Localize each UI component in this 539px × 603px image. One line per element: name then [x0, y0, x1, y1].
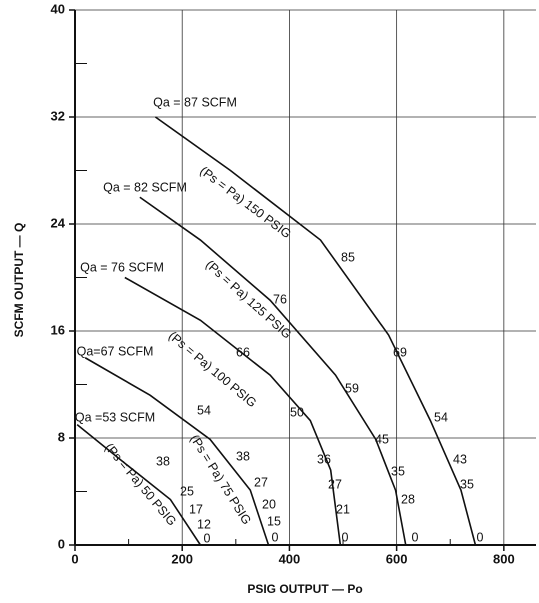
point-label: 38	[236, 449, 250, 463]
point-label: 54	[197, 403, 211, 417]
curve	[154, 116, 477, 546]
point-label: 38	[156, 454, 170, 468]
point-label: 0	[412, 530, 419, 544]
series-label: Qa = 87 SCFM	[153, 95, 237, 109]
curve-label: (Ps = Pa) 150 PSIG	[197, 164, 293, 241]
point-label: 66	[236, 345, 250, 359]
y-tick-label: 32	[51, 108, 65, 123]
y-tick-label: 24	[51, 215, 66, 230]
series-label: Qa =53 SCFM	[75, 410, 155, 424]
y-tick-label: 40	[51, 1, 65, 16]
y-tick-label: 16	[51, 322, 65, 337]
point-label: 0	[272, 530, 279, 544]
point-label: 28	[401, 492, 415, 506]
point-label: 0	[477, 530, 484, 544]
point-label: 59	[345, 381, 359, 395]
point-label: 35	[391, 464, 405, 478]
point-label: 27	[328, 477, 342, 491]
point-label: 21	[336, 502, 350, 516]
curve	[84, 357, 270, 546]
x-axis-label: PSIG OUTPUT — Po	[247, 582, 362, 596]
series-label: Qa = 76 SCFM	[80, 260, 164, 274]
curve	[124, 276, 342, 546]
point-label: 45	[375, 432, 389, 446]
point-label: 50	[290, 405, 304, 419]
series-label: Qa=67 SCFM	[77, 344, 154, 358]
curve	[139, 196, 407, 546]
y-tick-label: 8	[58, 429, 65, 444]
x-tick-label: 600	[386, 551, 408, 566]
point-label: 85	[341, 250, 355, 264]
point-label: 76	[273, 292, 287, 306]
y-axis-label: SCFM OUTPUT — Q	[12, 223, 26, 338]
point-label: 17	[189, 502, 203, 516]
x-tick-label: 0	[71, 551, 78, 566]
y-tick-label: 0	[58, 536, 65, 551]
point-label: 43	[453, 452, 467, 466]
curve-label: (Ps = Pa) 100 PSIG	[166, 329, 259, 411]
series-label: Qa = 82 SCFM	[103, 180, 187, 194]
point-label: 15	[267, 514, 281, 528]
point-label: 54	[434, 410, 448, 424]
x-tick-label: 400	[279, 551, 301, 566]
point-label: 35	[460, 477, 474, 491]
point-label: 36	[317, 452, 331, 466]
point-label: 0	[204, 531, 211, 545]
point-label: 20	[262, 497, 276, 511]
point-label: 0	[342, 530, 349, 544]
curve	[76, 424, 202, 546]
point-label: 12	[197, 517, 211, 531]
point-label: 25	[180, 484, 194, 498]
x-tick-label: 800	[493, 551, 515, 566]
point-label: 27	[254, 475, 268, 489]
x-tick-label: 200	[171, 551, 193, 566]
point-label: 69	[393, 345, 407, 359]
